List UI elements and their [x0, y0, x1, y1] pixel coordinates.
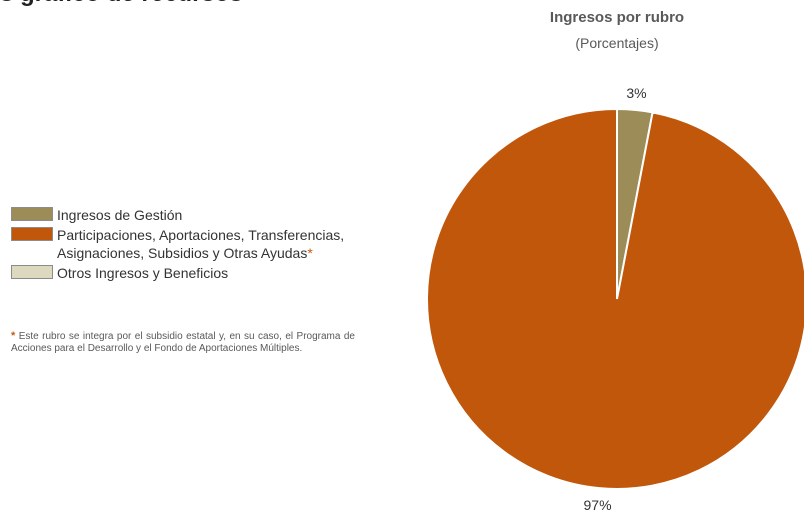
pie-data-label-1: 3%: [626, 85, 646, 101]
legend-label-line: Ingresos de Gestión: [57, 207, 183, 223]
footnote-asterisk: *: [11, 330, 16, 342]
legend-item-participaciones: Participaciones, Aportaciones, Transfere…: [11, 226, 344, 262]
legend-label-ingresos-gestion: Ingresos de Gestión: [57, 206, 182, 224]
chart-subtitle: (Porcentajes): [575, 35, 659, 51]
chart-legend: Ingresos de Gestión Participaciones, Apo…: [11, 206, 344, 284]
legend-swatch-otros-ingresos: [11, 265, 53, 279]
legend-label-line: Asignaciones, Subsidios y Otras Ayudas: [57, 245, 308, 261]
legend-swatch-participaciones: [11, 227, 53, 241]
legend-item-ingresos-gestion: Ingresos de Gestión: [11, 206, 344, 224]
legend-swatch-ingresos-gestion: [11, 207, 53, 221]
legend-label-line: Otros Ingresos y Beneficios: [57, 265, 229, 281]
legend-label-line: Participaciones, Aportaciones, Transfere…: [57, 227, 345, 243]
footnote-text: Este rubro se integra por el subsidio es…: [11, 331, 355, 354]
pie-data-label-2: 97%: [584, 497, 612, 513]
legend-asterisk: *: [307, 245, 313, 261]
chart-title: Ingresos por rubro: [549, 9, 685, 26]
legend-label-participaciones: Participaciones, Aportaciones, Transfere…: [57, 226, 344, 262]
legend-item-otros-ingresos: Otros Ingresos y Beneficios: [11, 264, 344, 282]
chart-footnote: * Este rubro se integra por el subsidio …: [11, 330, 355, 355]
pie-data-labels: 3% 97%: [584, 85, 647, 513]
pie-slice-2: [426, 107, 804, 490]
page-heading-fragment: s gráfico de recursos: [0, 0, 243, 8]
pie-slices: [426, 107, 804, 490]
legend-label-otros-ingresos: Otros Ingresos y Beneficios: [57, 264, 228, 282]
